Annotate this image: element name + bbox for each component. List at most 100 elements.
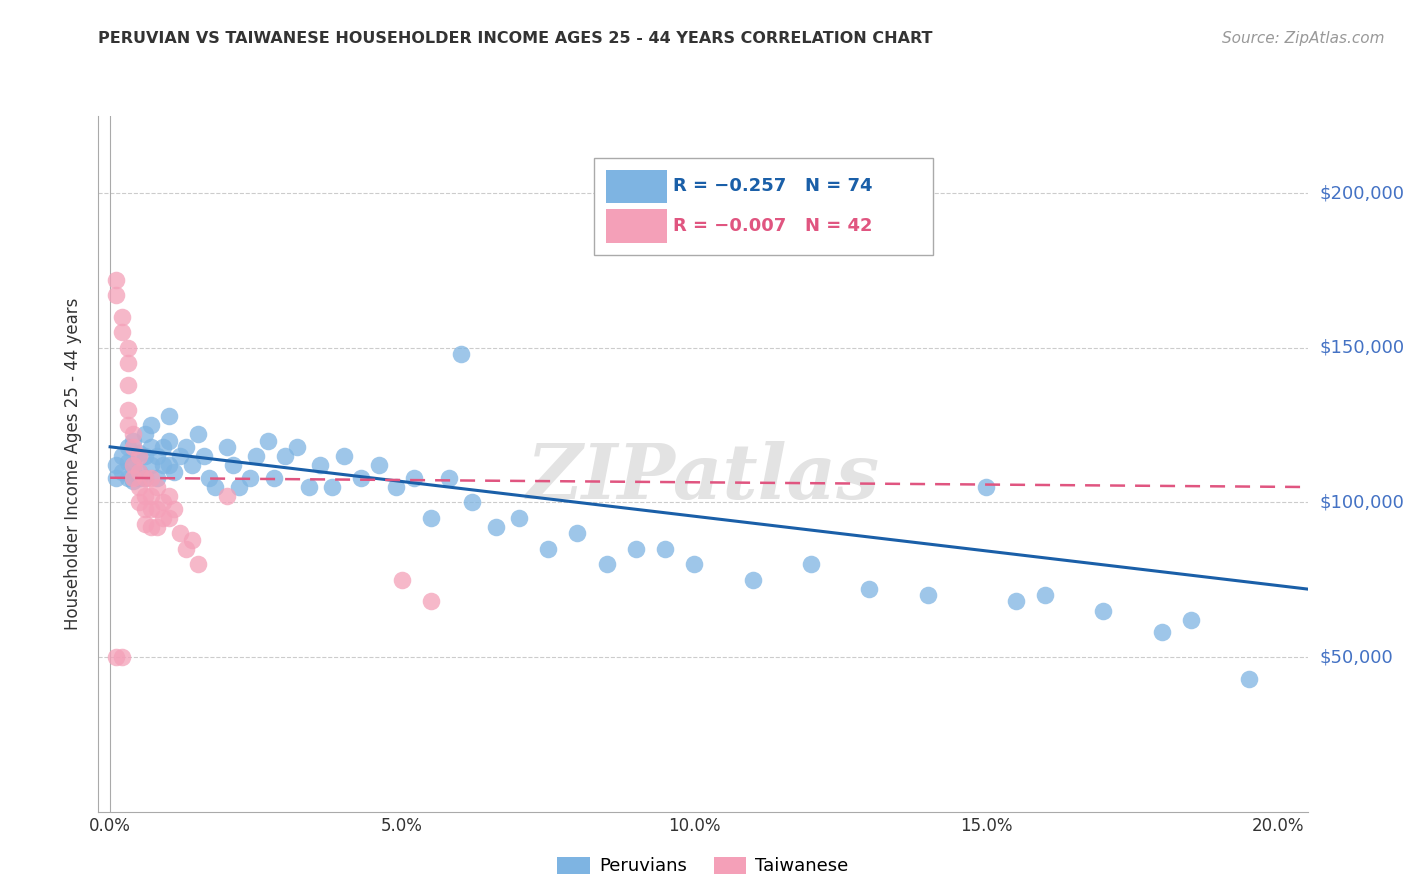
Text: $50,000: $50,000 — [1320, 648, 1393, 666]
Point — [858, 582, 880, 596]
Point — [139, 471, 162, 485]
Point — [122, 427, 145, 442]
Point — [152, 511, 174, 525]
Point — [117, 440, 139, 454]
Text: Source: ZipAtlas.com: Source: ZipAtlas.com — [1222, 31, 1385, 46]
Point — [174, 541, 197, 556]
Point — [215, 440, 238, 454]
Point — [624, 541, 647, 556]
Legend: Peruvians, Taiwanese: Peruvians, Taiwanese — [550, 849, 856, 883]
Point — [228, 480, 250, 494]
Point — [402, 471, 425, 485]
Point — [157, 434, 180, 448]
Point — [104, 471, 127, 485]
Point — [157, 409, 180, 423]
Point — [128, 465, 150, 479]
Point — [128, 446, 150, 460]
Point — [1033, 588, 1056, 602]
Point — [332, 449, 354, 463]
Point — [222, 458, 245, 473]
Point — [122, 458, 145, 473]
Point — [117, 402, 139, 417]
Point — [117, 471, 139, 485]
Point — [146, 449, 169, 463]
Point — [285, 440, 308, 454]
Text: R = −0.257   N = 74: R = −0.257 N = 74 — [672, 178, 872, 195]
FancyBboxPatch shape — [595, 158, 932, 255]
Point — [1237, 672, 1260, 686]
Point — [437, 471, 460, 485]
Point — [111, 310, 134, 324]
Point — [128, 480, 150, 494]
Point — [1150, 625, 1173, 640]
Point — [274, 449, 297, 463]
Point — [917, 588, 939, 602]
Point — [180, 533, 202, 547]
Point — [391, 573, 413, 587]
Point — [104, 288, 127, 302]
Text: R = −0.007   N = 42: R = −0.007 N = 42 — [672, 217, 872, 235]
Point — [139, 501, 162, 516]
Point — [152, 458, 174, 473]
Text: ZIPatlas: ZIPatlas — [526, 441, 880, 515]
Point — [134, 427, 156, 442]
Point — [111, 650, 134, 665]
Point — [122, 458, 145, 473]
Y-axis label: Householder Income Ages 25 - 44 years: Householder Income Ages 25 - 44 years — [65, 298, 83, 630]
Point — [215, 489, 238, 503]
Point — [104, 458, 127, 473]
Point — [193, 449, 215, 463]
Point — [169, 526, 191, 541]
Point — [174, 440, 197, 454]
Point — [163, 465, 186, 479]
Point — [245, 449, 267, 463]
Point — [122, 471, 145, 485]
Point — [654, 541, 676, 556]
Point — [122, 440, 145, 454]
Point — [122, 434, 145, 448]
Point — [256, 434, 278, 448]
Point — [420, 594, 443, 608]
Point — [146, 501, 169, 516]
Point — [567, 526, 589, 541]
Point — [263, 471, 285, 485]
Point — [1180, 613, 1202, 627]
Point — [461, 495, 484, 509]
Point — [385, 480, 408, 494]
Point — [298, 480, 321, 494]
Text: PERUVIAN VS TAIWANESE HOUSEHOLDER INCOME AGES 25 - 44 YEARS CORRELATION CHART: PERUVIAN VS TAIWANESE HOUSEHOLDER INCOME… — [98, 31, 934, 46]
Point — [367, 458, 389, 473]
Point — [134, 471, 156, 485]
Point — [508, 511, 530, 525]
Point — [128, 449, 150, 463]
Point — [117, 378, 139, 392]
Point — [117, 418, 139, 433]
Point — [420, 511, 443, 525]
Point — [104, 273, 127, 287]
Point — [198, 471, 221, 485]
Point — [139, 489, 162, 503]
Point — [800, 558, 823, 572]
Point — [683, 558, 706, 572]
Point — [309, 458, 332, 473]
Point — [134, 501, 156, 516]
Point — [485, 520, 508, 534]
Point — [134, 489, 156, 503]
Point — [157, 458, 180, 473]
Point — [321, 480, 343, 494]
Point — [134, 471, 156, 485]
Point — [139, 458, 162, 473]
Point — [157, 511, 180, 525]
Point — [122, 474, 145, 488]
Point — [595, 558, 617, 572]
Point — [152, 495, 174, 509]
Text: $100,000: $100,000 — [1320, 493, 1405, 511]
Point — [134, 517, 156, 532]
Point — [128, 465, 150, 479]
Point — [117, 341, 139, 355]
Point — [187, 558, 209, 572]
Bar — [606, 210, 666, 243]
Text: $150,000: $150,000 — [1320, 339, 1405, 357]
Point — [169, 449, 191, 463]
Point — [152, 440, 174, 454]
